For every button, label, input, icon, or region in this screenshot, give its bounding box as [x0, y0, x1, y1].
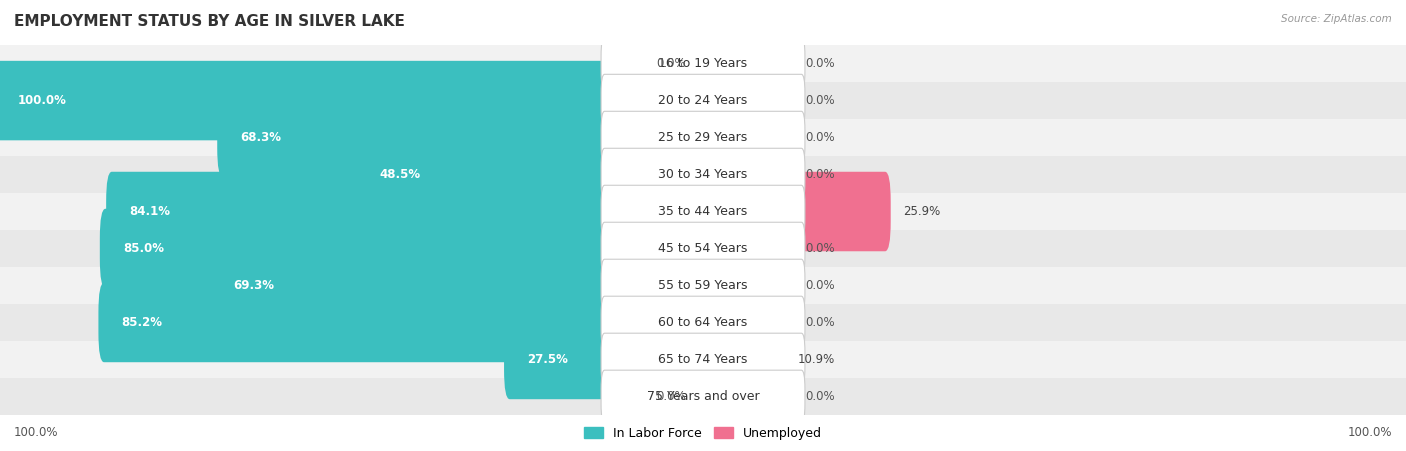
Text: 65 to 74 Years: 65 to 74 Years	[658, 353, 748, 366]
Text: 0.0%: 0.0%	[804, 242, 835, 255]
Text: Source: ZipAtlas.com: Source: ZipAtlas.com	[1281, 14, 1392, 23]
Text: 0.0%: 0.0%	[804, 131, 835, 144]
Text: 0.0%: 0.0%	[804, 316, 835, 329]
Bar	[0, 156, 1406, 193]
Text: 60 to 64 Years: 60 to 64 Years	[658, 316, 748, 329]
Text: 84.1%: 84.1%	[129, 205, 170, 218]
Text: 75 Years and over: 75 Years and over	[647, 390, 759, 403]
Text: 25.9%: 25.9%	[903, 205, 939, 218]
FancyBboxPatch shape	[602, 185, 804, 238]
FancyBboxPatch shape	[503, 320, 709, 399]
Text: 0.0%: 0.0%	[804, 57, 835, 70]
Text: 55 to 59 Years: 55 to 59 Years	[658, 279, 748, 292]
FancyBboxPatch shape	[602, 222, 804, 275]
Bar	[0, 304, 1406, 341]
Bar	[0, 230, 1406, 267]
Text: 0.0%: 0.0%	[655, 390, 686, 403]
Text: 48.5%: 48.5%	[380, 168, 420, 181]
Bar	[0, 193, 1406, 230]
Text: 20 to 24 Years: 20 to 24 Years	[658, 94, 748, 107]
FancyBboxPatch shape	[357, 135, 709, 214]
Text: 27.5%: 27.5%	[527, 353, 568, 366]
Text: 100.0%: 100.0%	[17, 94, 66, 107]
FancyBboxPatch shape	[697, 246, 793, 325]
FancyBboxPatch shape	[697, 61, 793, 140]
Text: 0.0%: 0.0%	[804, 94, 835, 107]
Legend: In Labor Force, Unemployed: In Labor Force, Unemployed	[579, 422, 827, 445]
Text: 16 to 19 Years: 16 to 19 Years	[658, 57, 748, 70]
FancyBboxPatch shape	[602, 74, 804, 127]
Text: 100.0%: 100.0%	[14, 427, 59, 439]
FancyBboxPatch shape	[218, 98, 709, 177]
Text: 69.3%: 69.3%	[233, 279, 274, 292]
Text: 25 to 29 Years: 25 to 29 Years	[658, 131, 748, 144]
Bar	[0, 119, 1406, 156]
Text: 85.0%: 85.0%	[124, 242, 165, 255]
FancyBboxPatch shape	[602, 370, 804, 423]
FancyBboxPatch shape	[107, 172, 709, 251]
FancyBboxPatch shape	[697, 320, 785, 399]
FancyBboxPatch shape	[0, 61, 709, 140]
FancyBboxPatch shape	[602, 111, 804, 164]
FancyBboxPatch shape	[602, 259, 804, 312]
Text: 85.2%: 85.2%	[121, 316, 163, 329]
Text: 10.9%: 10.9%	[797, 353, 834, 366]
FancyBboxPatch shape	[211, 246, 709, 325]
FancyBboxPatch shape	[100, 209, 709, 288]
Bar	[0, 341, 1406, 378]
Text: 45 to 54 Years: 45 to 54 Years	[658, 242, 748, 255]
FancyBboxPatch shape	[697, 283, 793, 362]
Text: 30 to 34 Years: 30 to 34 Years	[658, 168, 748, 181]
FancyBboxPatch shape	[697, 24, 793, 103]
FancyBboxPatch shape	[697, 98, 793, 177]
FancyBboxPatch shape	[697, 135, 793, 214]
FancyBboxPatch shape	[602, 296, 804, 349]
FancyBboxPatch shape	[697, 209, 793, 288]
FancyBboxPatch shape	[602, 148, 804, 201]
Text: 0.0%: 0.0%	[804, 168, 835, 181]
Bar	[0, 82, 1406, 119]
Text: 0.0%: 0.0%	[655, 57, 686, 70]
Bar	[0, 267, 1406, 304]
Text: 35 to 44 Years: 35 to 44 Years	[658, 205, 748, 218]
Bar	[0, 378, 1406, 415]
Text: 100.0%: 100.0%	[1347, 427, 1392, 439]
FancyBboxPatch shape	[602, 37, 804, 90]
Bar	[0, 45, 1406, 82]
FancyBboxPatch shape	[602, 333, 804, 386]
FancyBboxPatch shape	[697, 172, 891, 251]
Text: 68.3%: 68.3%	[240, 131, 281, 144]
Text: 0.0%: 0.0%	[804, 279, 835, 292]
FancyBboxPatch shape	[697, 357, 793, 436]
Text: EMPLOYMENT STATUS BY AGE IN SILVER LAKE: EMPLOYMENT STATUS BY AGE IN SILVER LAKE	[14, 14, 405, 28]
FancyBboxPatch shape	[98, 283, 709, 362]
Text: 0.0%: 0.0%	[804, 390, 835, 403]
